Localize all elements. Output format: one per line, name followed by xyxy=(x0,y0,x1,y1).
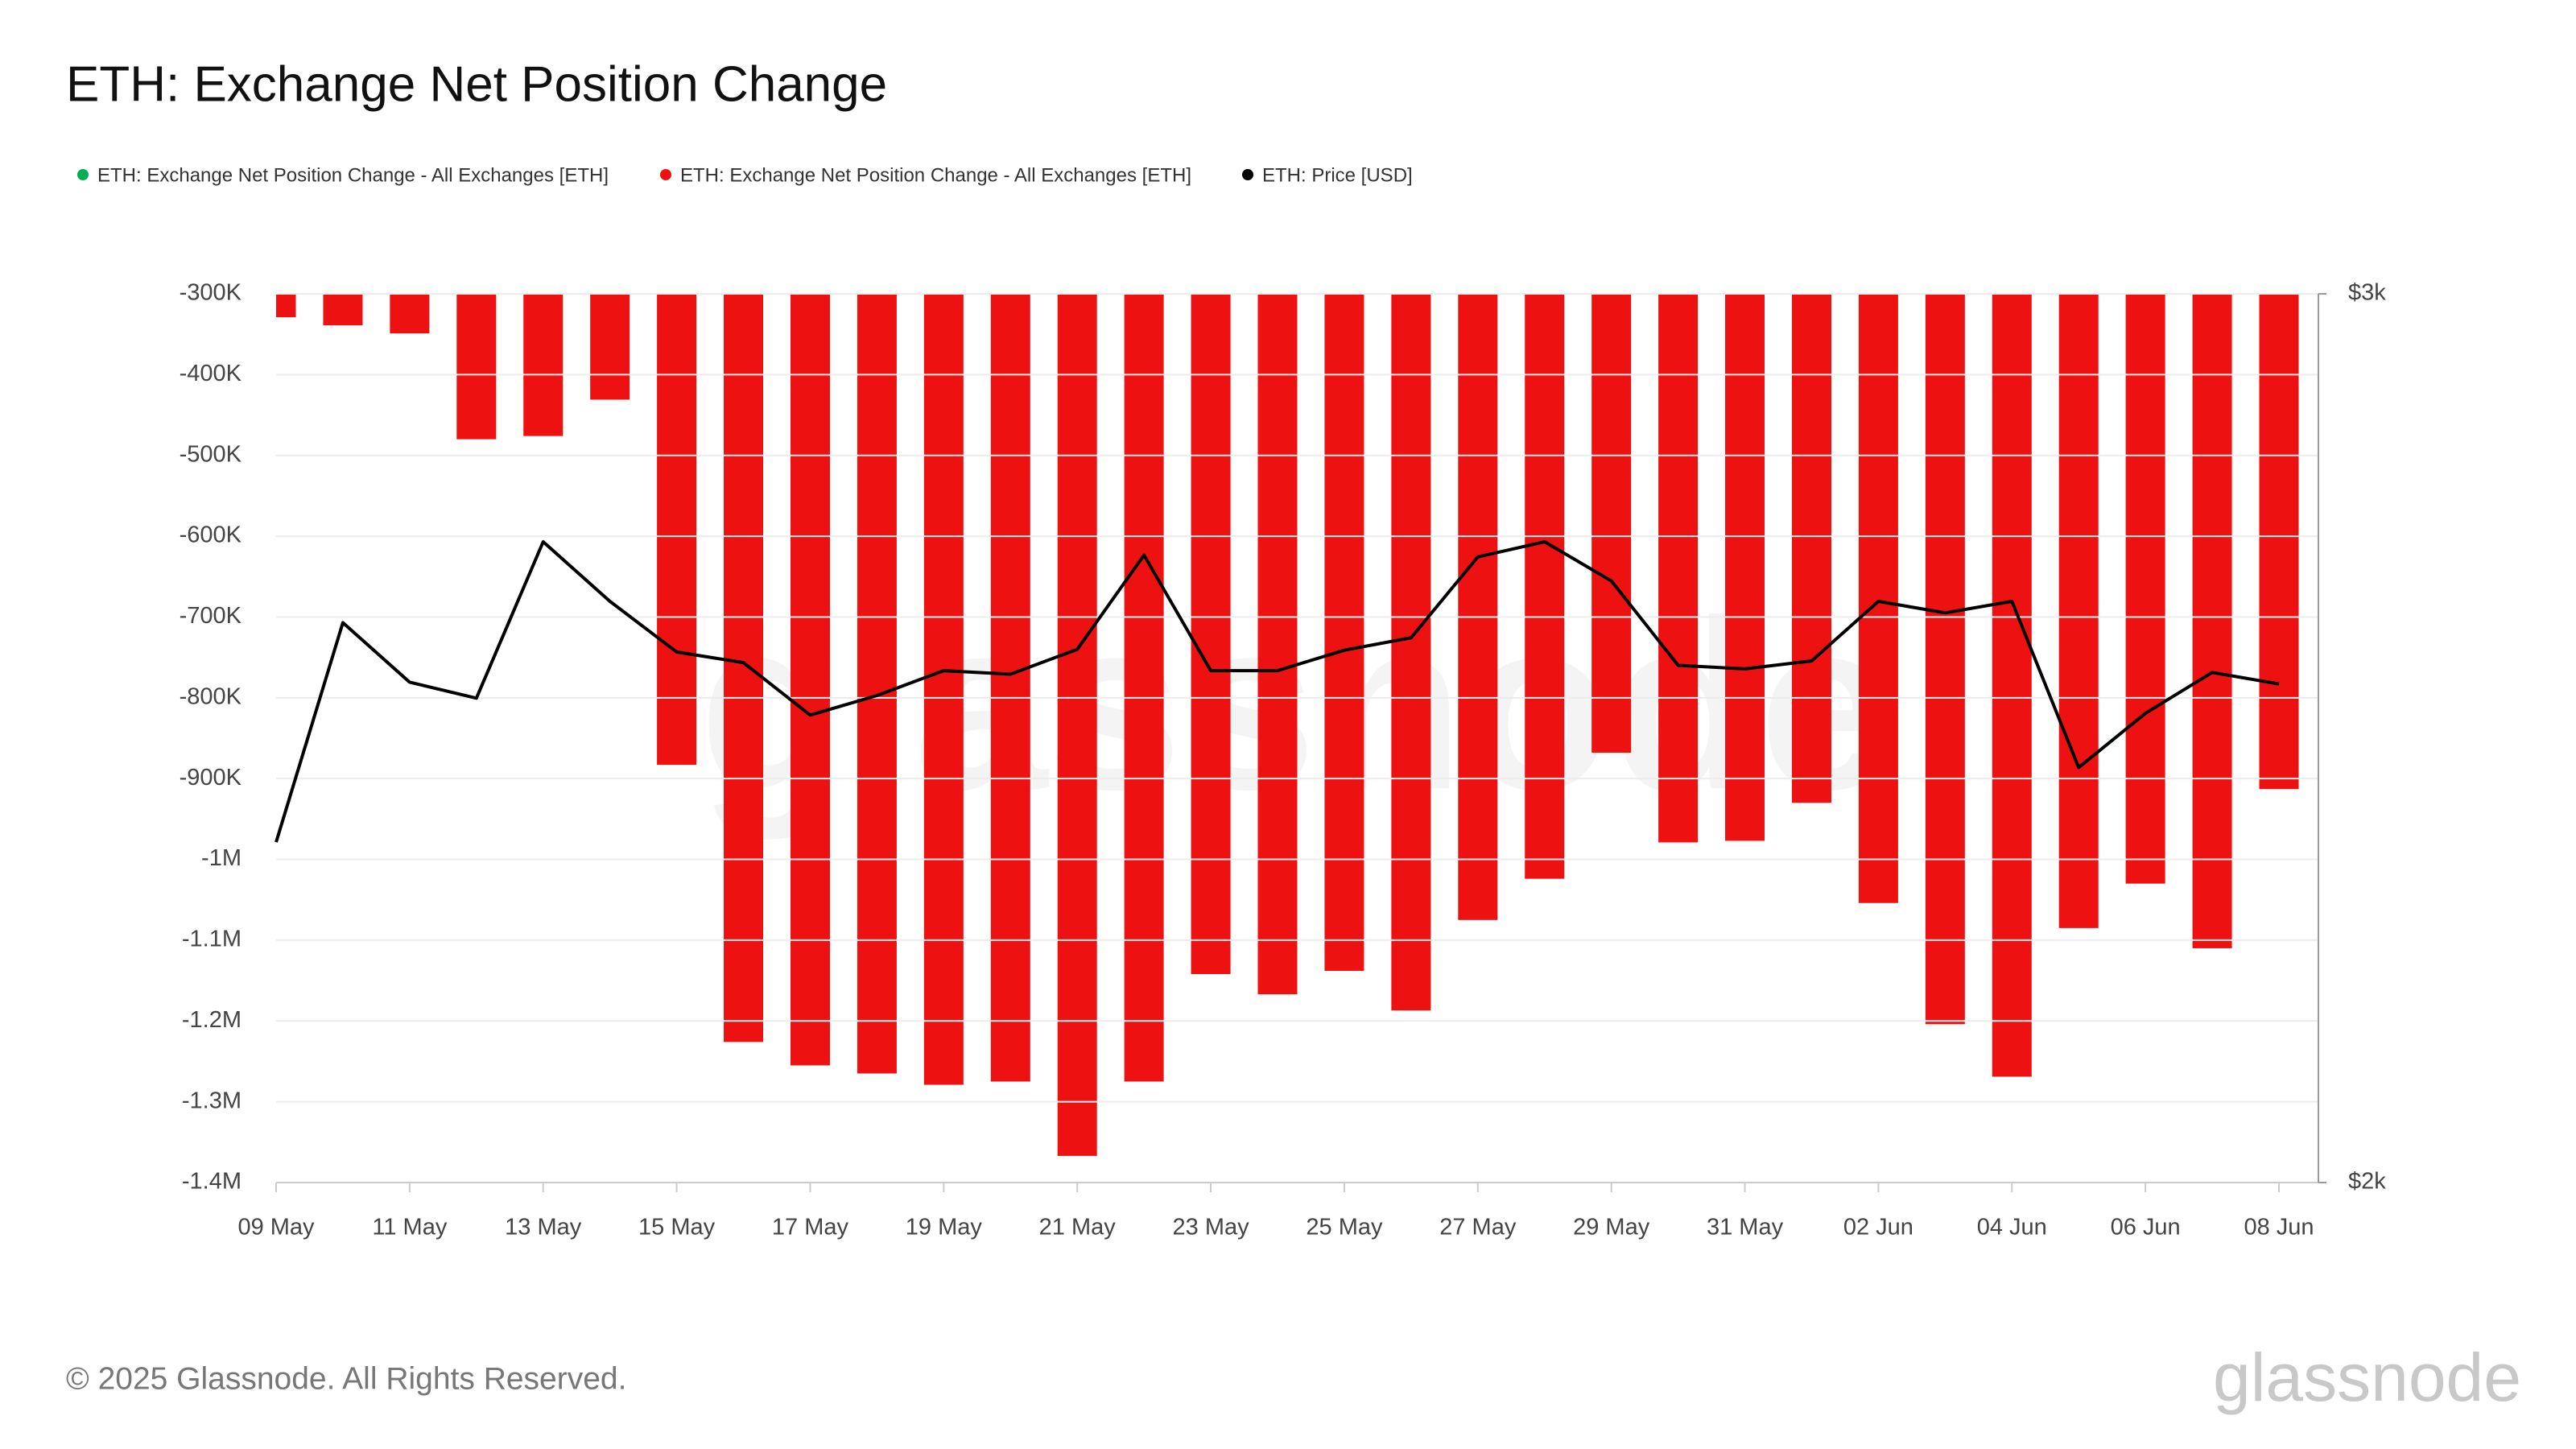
y2-tick-label: $2k xyxy=(2348,1169,2386,1195)
x-tick-label: 08 Jun xyxy=(2244,1215,2314,1241)
y-tick-label: -1.2M xyxy=(182,1007,242,1033)
bar xyxy=(1992,294,2032,1077)
bar xyxy=(1591,294,1632,753)
bar xyxy=(2058,294,2099,928)
bar xyxy=(1191,294,1231,975)
y2-tick-label: $3k xyxy=(2348,280,2386,306)
legend-marker xyxy=(1242,169,1253,180)
bar xyxy=(456,294,497,440)
y-tick-label: -900K xyxy=(180,765,242,791)
x-tick-label: 25 May xyxy=(1306,1215,1383,1241)
bar xyxy=(390,294,430,334)
bar xyxy=(2125,294,2165,884)
footer: © 2025 Glassnode. All Rights Reserved. xyxy=(66,1361,626,1396)
x-tick-label: 09 May xyxy=(237,1215,315,1241)
price-line xyxy=(275,540,2280,843)
bar xyxy=(1257,294,1298,995)
bar xyxy=(790,294,830,1066)
y-tick-label: -300K xyxy=(180,280,242,306)
x-tick-label: 19 May xyxy=(906,1215,983,1241)
y-tick-label: -600K xyxy=(180,522,242,548)
y-tick-label: -1M xyxy=(201,845,242,871)
y-tick-label: -400K xyxy=(180,361,242,386)
y-tick-label: -1.1M xyxy=(182,927,242,952)
bar xyxy=(523,294,564,436)
legend-marker xyxy=(660,169,671,180)
plot-area xyxy=(276,294,2299,1156)
logo: glassnode xyxy=(2213,1340,2521,1415)
x-tick-label: 27 May xyxy=(1439,1215,1517,1241)
x-tick-label: 04 Jun xyxy=(1977,1215,2047,1241)
bar xyxy=(1057,294,1097,1156)
y-tick-label: -1.4M xyxy=(182,1169,242,1195)
bar xyxy=(1391,294,1431,1011)
bar xyxy=(2192,294,2232,948)
bar xyxy=(923,294,964,1085)
bar xyxy=(323,294,363,326)
bar xyxy=(1725,294,1765,841)
bar xyxy=(657,294,697,766)
y-tick-label: -1.3M xyxy=(182,1088,242,1113)
x-tick-label: 15 May xyxy=(638,1215,716,1241)
bar xyxy=(724,294,764,1042)
bar xyxy=(1458,294,1498,920)
y-tick-label: -700K xyxy=(180,603,242,629)
x-tick-label: 29 May xyxy=(1573,1215,1650,1241)
bar xyxy=(2259,294,2299,790)
bar xyxy=(857,294,897,1074)
x-tick-label: 13 May xyxy=(505,1215,582,1241)
x-tick-label: 11 May xyxy=(372,1215,447,1241)
bar xyxy=(1658,294,1699,843)
bar xyxy=(990,294,1030,1082)
legend-marker xyxy=(77,169,89,180)
x-tick-label: 31 May xyxy=(1707,1215,1784,1241)
bar xyxy=(1525,294,1565,879)
bar xyxy=(276,294,296,318)
x-tick-label: 23 May xyxy=(1173,1215,1250,1241)
legend-label: ETH: Exchange Net Position Change - All … xyxy=(97,164,609,186)
bar xyxy=(1791,294,1831,803)
x-tick-label: 02 Jun xyxy=(1843,1215,1913,1241)
bar xyxy=(1925,294,1965,1025)
bar xyxy=(1324,294,1364,972)
x-tick-label: 17 May xyxy=(772,1215,849,1241)
bar xyxy=(590,294,630,400)
chart-title: ETH: Exchange Net Position Change xyxy=(66,56,887,112)
legend-label: ETH: Price [USD] xyxy=(1262,164,1413,186)
y-tick-label: -500K xyxy=(180,441,242,467)
x-tick-label: 21 May xyxy=(1039,1215,1117,1241)
legend-label: ETH: Exchange Net Position Change - All … xyxy=(680,164,1191,186)
bar xyxy=(1124,294,1164,1082)
x-tick-label: 06 Jun xyxy=(2111,1215,2181,1241)
y-tick-label: -800K xyxy=(180,683,242,709)
bar xyxy=(1858,294,1898,903)
